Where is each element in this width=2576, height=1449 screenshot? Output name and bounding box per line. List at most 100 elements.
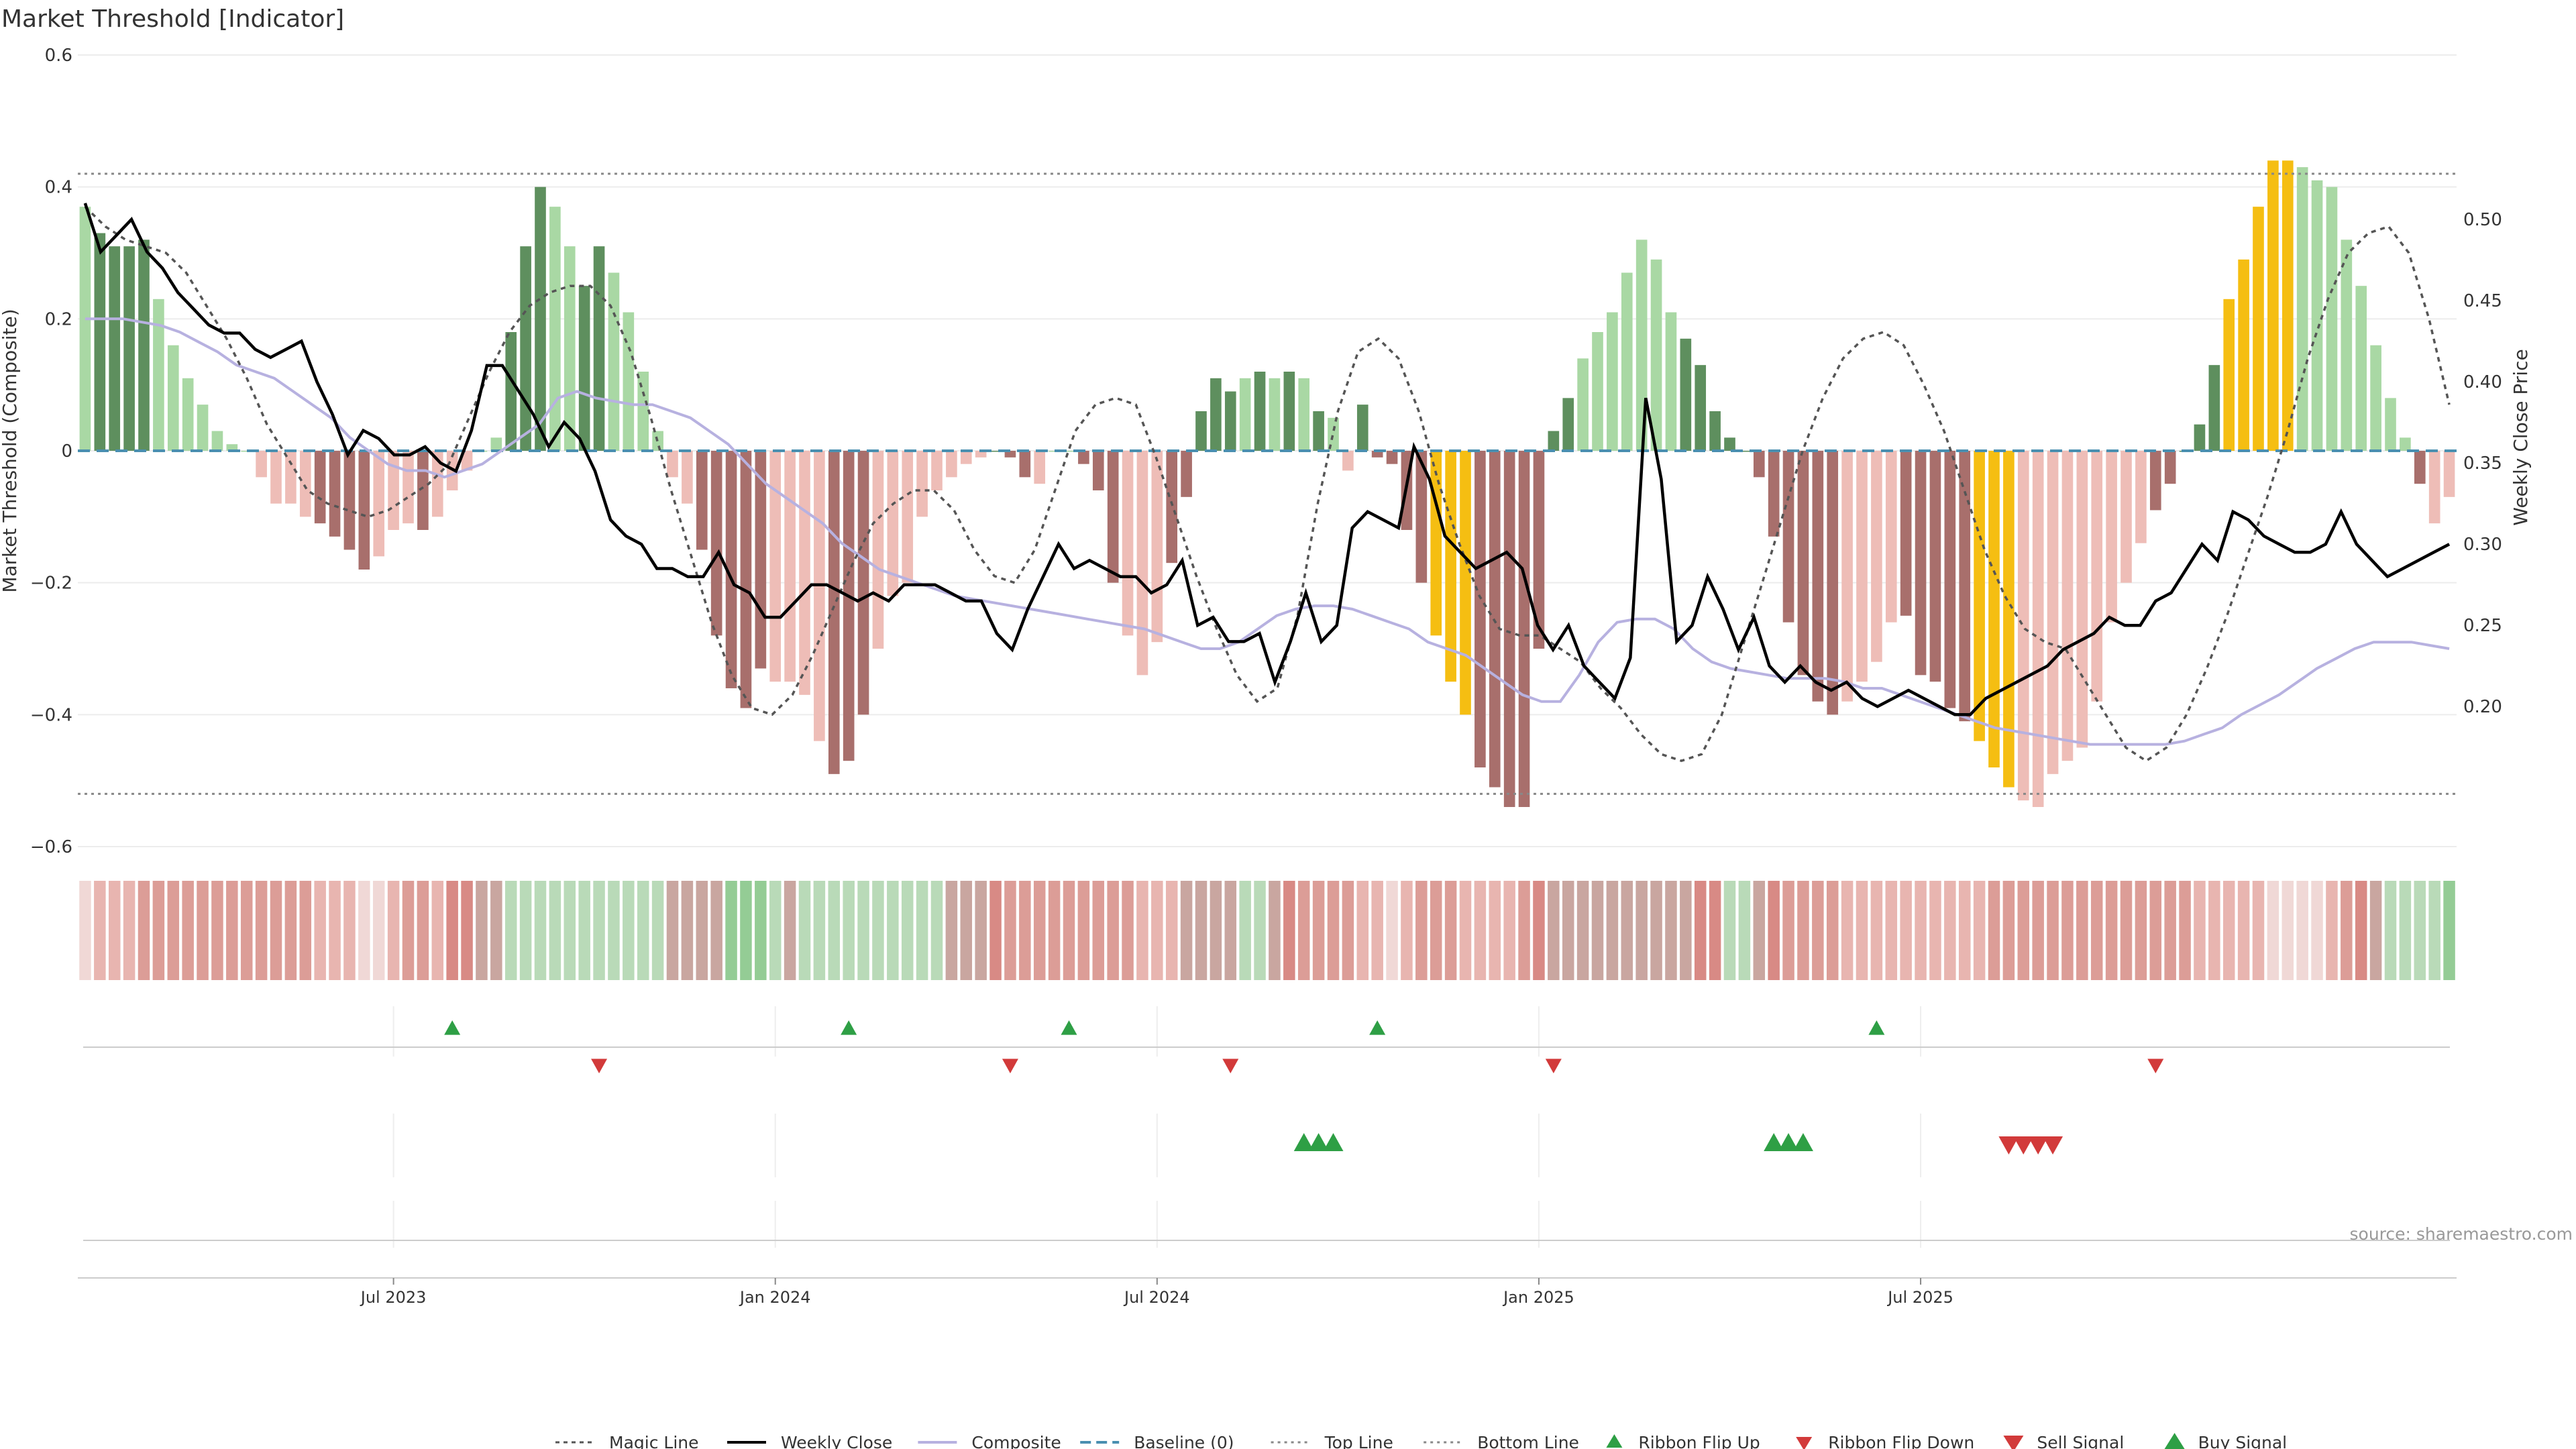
y-tick-label: 0.2 [45, 309, 72, 329]
composite-bar [1122, 451, 1134, 636]
composite-bar [2208, 365, 2220, 451]
composite-bar [872, 451, 884, 649]
ribbon-segment [710, 881, 722, 980]
composite-bar [1768, 451, 1780, 537]
ribbon-segment [1606, 881, 1619, 980]
composite-bar [138, 239, 150, 451]
ribbon-segment [504, 881, 517, 980]
composite-bar [226, 444, 238, 451]
ribbon-segment [1576, 881, 1589, 980]
composite-bar [1019, 451, 1031, 478]
composite-bar [1107, 451, 1119, 583]
composite-bar [857, 451, 869, 715]
composite-bar [1533, 451, 1545, 649]
legend-item-buy-signal: Buy Signal [2164, 1433, 2287, 1449]
ribbon-segment [1210, 881, 1222, 980]
legend-item-sell-signal: Sell Signal [2003, 1433, 2124, 1449]
composite-bar [388, 451, 399, 530]
ribbon-segment [2032, 881, 2044, 980]
ribbon-segment [211, 881, 223, 980]
ribbon-strip [79, 881, 2455, 980]
ribbon-segment [1063, 881, 1075, 980]
ribbon-segment [1812, 881, 1824, 980]
ribbon-segment [387, 881, 400, 980]
legend-label: Sell Signal [2037, 1433, 2124, 1449]
legend-swatch [2003, 1436, 2024, 1449]
legend-item-magic-line: Magic Line [555, 1433, 699, 1449]
y-tick-label: −0.4 [30, 705, 72, 725]
x-tick-label: Jan 2024 [739, 1288, 811, 1307]
ribbon-segment [1342, 881, 1354, 980]
composite-bar [1503, 451, 1515, 807]
ribbon-segment [1885, 881, 1898, 980]
ribbon-segment [2090, 881, 2103, 980]
ribbon-segment [182, 881, 194, 980]
composite-bar [2017, 451, 2029, 801]
ribbon-flip-down-marker [1222, 1059, 1239, 1073]
composite-bar [1415, 451, 1428, 583]
ribbon-segment [1033, 881, 1046, 980]
composite-bar [1195, 411, 1207, 451]
composite-bar [946, 451, 957, 478]
composite-bar [2355, 286, 2367, 451]
composite-bar [682, 451, 693, 504]
ribbon-segment [2369, 881, 2382, 980]
x-tick-label: Jul 2023 [360, 1288, 427, 1307]
ribbon-segment [1680, 881, 1692, 980]
ribbon-segment [1503, 881, 1515, 980]
ribbon-segment [887, 881, 899, 980]
ribbon-segment [1048, 881, 1061, 980]
ribbon-segment [284, 881, 297, 980]
composite-bar [960, 451, 972, 464]
ribbon-segment [2282, 881, 2294, 980]
composite-bar [1445, 451, 1456, 682]
ribbon-segment [358, 881, 370, 980]
ribbon-segment [1694, 881, 1707, 980]
composite-bar [2149, 451, 2161, 511]
ribbon-segment [1254, 881, 1266, 980]
y-tick-label: 0.4 [45, 178, 72, 198]
ribbon-segment [930, 881, 943, 980]
ribbon-segment [593, 881, 605, 980]
ribbon-segment [108, 881, 121, 980]
composite-bar [1078, 451, 1089, 464]
ribbon-segment [2222, 881, 2235, 980]
ribbon-segment [1136, 881, 1148, 980]
x-tick-label: Jul 2024 [1123, 1288, 1190, 1307]
ribbon-segment [608, 881, 620, 980]
ribbon-segment [872, 881, 884, 980]
ribbon-segment [857, 881, 869, 980]
composite-bar [1988, 451, 2000, 767]
composite-bar [1929, 451, 1941, 682]
ribbon-segment [2179, 881, 2191, 980]
ribbon-segment [519, 881, 532, 980]
ribbon-segment [123, 881, 136, 980]
ribbon-segment [1312, 881, 1325, 980]
ribbon-segment [2164, 881, 2176, 980]
ribbon-segment [167, 881, 180, 980]
ribbon-segment [2414, 881, 2426, 980]
y2-tick-label: 0.20 [2463, 697, 2502, 717]
composite-bar [1313, 411, 1324, 451]
ribbon-segment [343, 881, 356, 980]
composite-bar [1856, 451, 1868, 682]
legend-item-bottom-line: Bottom Line [1424, 1433, 1579, 1449]
composite-bar [828, 451, 840, 774]
ribbon-segment [197, 881, 209, 980]
ribbon-segment [431, 881, 444, 980]
legend-item-ribbon-flip-down: Ribbon Flip Down [1796, 1433, 1974, 1449]
ribbon-flip-down-marker [2147, 1059, 2164, 1073]
ribbon-segment [2002, 881, 2015, 980]
composite-bar [1812, 451, 1824, 702]
legend-label: Bottom Line [1477, 1433, 1579, 1449]
ribbon-segment [828, 881, 841, 980]
composite-bar [358, 451, 370, 570]
ribbon-segment [1826, 881, 1839, 980]
composite-bar [270, 451, 282, 504]
composite-bar [2296, 167, 2308, 451]
composite-bar [1298, 378, 1310, 451]
composite-bar [79, 207, 91, 451]
composite-bar [1386, 451, 1398, 464]
ribbon-segment [2326, 881, 2338, 980]
composite-bar [1136, 451, 1148, 676]
